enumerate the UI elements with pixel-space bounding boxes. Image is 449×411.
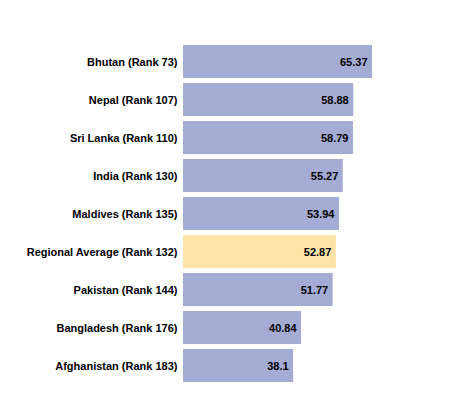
svg-text:53.94: 53.94: [307, 208, 335, 220]
svg-text:58.88: 58.88: [321, 94, 349, 106]
svg-text:Afghanistan (Rank 183): Afghanistan (Rank 183): [55, 360, 178, 372]
svg-text:65.37: 65.37: [340, 56, 368, 68]
svg-text:38.1: 38.1: [267, 360, 288, 372]
svg-text:India (Rank 130): India (Rank 130): [93, 170, 178, 182]
svg-text:Nepal (Rank 107): Nepal (Rank 107): [89, 94, 178, 106]
svg-text:51.77: 51.77: [301, 284, 329, 296]
svg-text:Pakistan (Rank 144): Pakistan (Rank 144): [74, 284, 178, 296]
svg-text:52.87: 52.87: [304, 246, 332, 258]
svg-text:Sri Lanka (Rank 110): Sri Lanka (Rank 110): [70, 132, 178, 144]
svg-text:Bangladesh (Rank 176): Bangladesh (Rank 176): [56, 322, 177, 334]
svg-text:58.79: 58.79: [321, 132, 349, 144]
svg-text:Bhutan (Rank 73): Bhutan (Rank 73): [87, 56, 178, 68]
svg-text:Regional Average (Rank 132): Regional Average (Rank 132): [27, 246, 178, 258]
svg-text:Maldives (Rank 135): Maldives (Rank 135): [72, 208, 177, 220]
svg-text:40.84: 40.84: [269, 322, 297, 334]
svg-text:55.27: 55.27: [311, 170, 339, 182]
